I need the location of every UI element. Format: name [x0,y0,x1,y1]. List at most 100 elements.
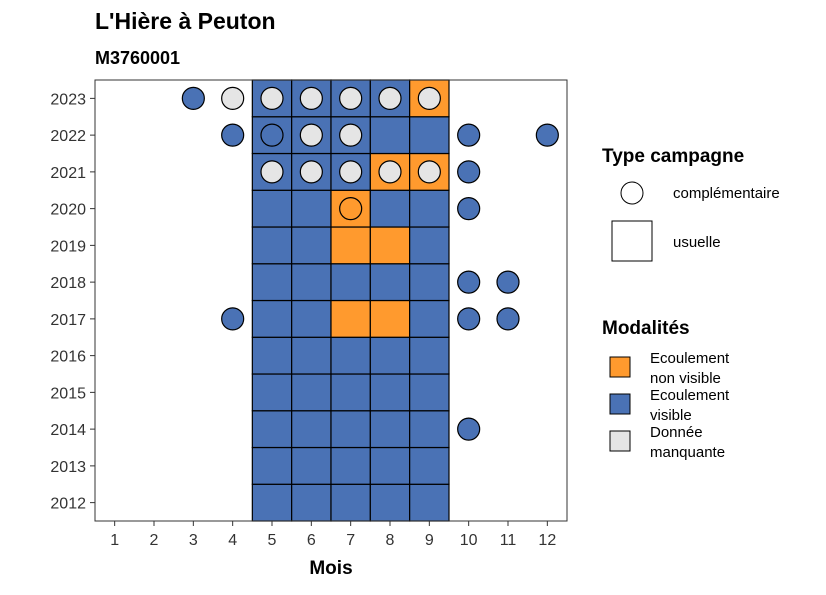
points-layer [181,86,559,441]
tile-2018-6 [291,263,332,302]
chart-subtitle: M3760001 [95,48,180,68]
point-2021-7 [339,160,363,184]
legend-label-visible-line1: Ecoulement [650,387,730,404]
x-tick-label-8: 8 [386,532,395,549]
tile-2020-6 [291,189,332,228]
tile-2020-5 [251,189,293,228]
tile-2014-5 [251,410,293,449]
plot-panel [94,79,568,522]
tile-2016-8 [369,336,411,375]
tile-2017-8 [369,299,411,338]
y-tick-label-2020: 2020 [50,202,86,219]
point-2017-4 [221,307,245,331]
x-axis: 1 2 3 4 5 6 7 8 9 10 11 12 [110,521,556,549]
tile-2014-9 [409,410,450,449]
tiles-layer [251,79,450,522]
point-2021-5 [260,160,284,184]
x-tick-label-10: 10 [460,532,478,549]
y-tick-label-2019: 2019 [50,238,86,255]
tile-2014-7 [330,410,371,449]
point-2018-11 [496,270,520,294]
tile-2022-6 [291,116,332,155]
x-tick-label-6: 6 [307,532,316,549]
point-2020-10 [457,197,481,221]
tile-2014-8 [369,410,411,449]
tile-2012-8 [369,483,411,522]
tile-2018-9 [409,263,450,302]
y-tick-label-2012: 2012 [50,496,86,513]
legend-swatch-non-visible [609,356,631,378]
chart-title: L'Hière à Peuton [95,8,276,34]
legend-square-symbol [611,220,653,262]
point-2022-7 [339,123,363,147]
point-2021-10 [457,160,481,184]
point-2023-3 [181,86,205,110]
legend-campaign-label-complementaire: complémentaire [673,185,780,202]
tile-2018-7 [330,263,371,302]
point-2017-11 [496,307,520,331]
tile-2013-7 [330,446,371,485]
tile-2018-8 [369,263,411,302]
plot-border [94,79,568,522]
point-2023-6 [299,86,323,110]
tile-2012-5 [251,483,293,522]
legend-label-non-visible-line2: non visible [650,370,721,387]
tile-2015-9 [409,373,450,412]
tile-2015-8 [369,373,411,412]
tile-2016-6 [291,336,332,375]
legend-modalities: Modalités Ecoulement non visible Ecoulem… [602,318,730,461]
y-tick-label-2017: 2017 [50,312,86,329]
tile-2012-6 [291,483,332,522]
tile-2019-9 [409,226,450,265]
point-2020-7 [339,197,363,221]
tile-2019-8 [369,226,411,265]
tile-2013-6 [291,446,332,485]
x-tick-label-7: 7 [346,532,355,549]
legend-label-visible-line2: visible [650,407,692,424]
point-2023-8 [378,86,402,110]
x-tick-label-5: 5 [268,532,277,549]
point-2022-5 [260,123,284,147]
y-tick-label-2015: 2015 [50,385,86,402]
point-2021-9 [417,160,441,184]
tile-2016-9 [409,336,450,375]
legend-circle-symbol [620,181,644,205]
point-2021-8 [378,160,402,184]
tile-2019-7 [330,226,371,265]
tile-2013-8 [369,446,411,485]
legend-label-missing-line1: Donnée [650,424,703,441]
point-2017-10 [457,307,481,331]
y-axis: 2012 2013 2014 2015 2016 2017 2018 2019 2020 2021… [50,91,95,513]
point-2014-10 [457,417,481,441]
x-tick-label-3: 3 [189,532,198,549]
tile-2020-8 [369,189,411,228]
point-2023-4 [221,86,245,110]
point-2022-12 [535,123,559,147]
tile-2017-9 [409,299,450,338]
tile-2017-5 [251,299,293,338]
tile-2017-6 [291,299,332,338]
tile-2013-5 [251,446,293,485]
tile-2017-7 [330,299,371,338]
x-tick-label-4: 4 [228,532,237,549]
x-tick-label-2: 2 [150,532,159,549]
tile-2012-7 [330,483,371,522]
tile-2019-5 [251,226,293,265]
point-2022-4 [221,123,245,147]
y-tick-label-2022: 2022 [50,128,86,145]
point-2022-6 [299,123,323,147]
point-2021-6 [299,160,323,184]
tile-2022-9 [409,116,450,155]
y-tick-label-2016: 2016 [50,349,86,366]
tile-2020-9 [409,189,450,228]
y-tick-label-2013: 2013 [50,459,86,476]
tile-2015-5 [251,373,293,412]
legend-swatch-missing [609,430,631,452]
tile-2022-8 [369,116,411,155]
y-tick-label-2023: 2023 [50,91,86,108]
tile-2012-9 [409,483,450,522]
point-2023-9 [417,86,441,110]
legend-label-non-visible-line1: Ecoulement [650,350,730,367]
tile-2016-5 [251,336,293,375]
